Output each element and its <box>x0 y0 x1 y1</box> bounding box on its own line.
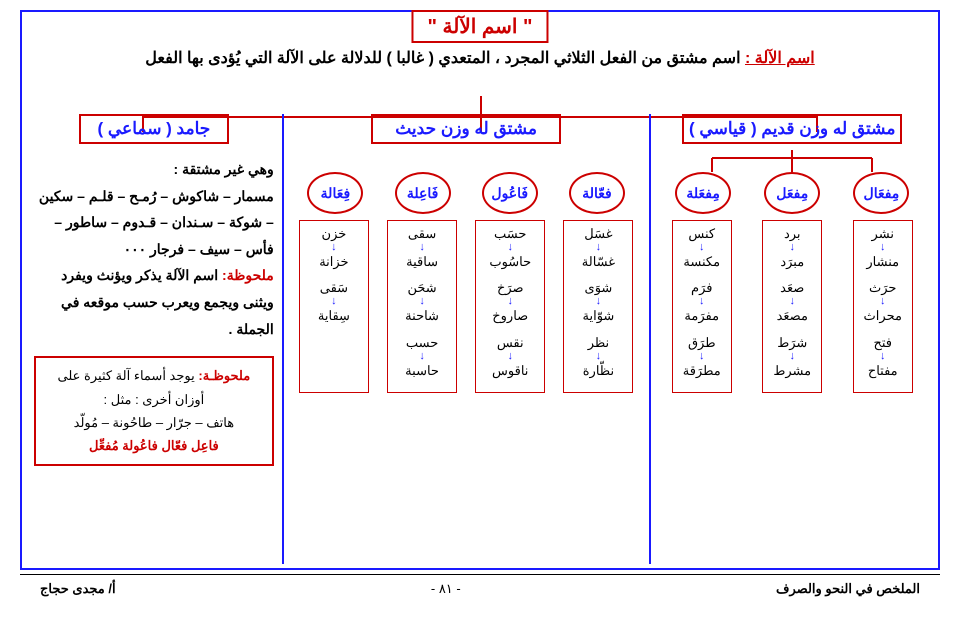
word-pair: شرَط↓مشرط <box>765 334 819 380</box>
tables-right: نشر↓منشار حرَث↓محراث فتح↓مفتاح برد↓مبرَد صع… <box>659 220 927 393</box>
tables-mid: غسَل↓غسّالة شوَى↓شوّاية نظر↓نظّارة حسَب↓حا… <box>292 220 641 393</box>
main-title: " اسم الآلة " <box>411 10 548 43</box>
cat-box-jamid: جامد ( سماعي ) <box>79 114 229 144</box>
word-pair: برد↓مبرَد <box>765 225 819 271</box>
jamid-note: ملحوظة: اسم الآلة يذكر ويؤنث ويفرد ويثنى… <box>34 262 274 342</box>
col-qadim: مشتق له وزن قديم ( قياسي ) مِفعَال مِفعَ… <box>649 114 927 564</box>
word-pair: خزن↓خزانة <box>302 225 366 271</box>
definition-text: اسم مشتق من الفعل الثلاثي المجرد ، المتع… <box>145 50 740 67</box>
tcol-m2: سقى↓ساقية شحَن↓شاحنة حسب↓حاسبة <box>387 220 457 393</box>
tcol-r2: كنس↓مكنسة فرَم↓مفرَمة طرَق↓مطرَقة <box>672 220 732 393</box>
word-pair: حسب↓حاسبة <box>390 334 454 380</box>
word-pair: طرَق↓مطرَقة <box>675 334 729 380</box>
footer-author: أ/ مجدى حجاج <box>40 581 116 597</box>
tcol-m1: حسَب↓حاسُوب صرَخ↓صاروخ نقس↓ناقوس <box>475 220 545 393</box>
col-jamid: جامد ( سماعي ) وهي غير مشتقة : مسمار – ش… <box>34 114 282 564</box>
patterns-right: مِفعَال مِفعَل مِفعَلة <box>659 172 927 214</box>
jamid-list: مسمار – شاكوش – رُمـح – قلـم – سكين – شو… <box>34 183 274 263</box>
word-pair: فرَم↓مفرَمة <box>675 279 729 325</box>
word-pair: حسَب↓حاسُوب <box>478 225 542 271</box>
jamid-intro: وهي غير مشتقة : <box>34 156 274 183</box>
extra-note-patterns: فاعِل فعّال فاعُولة مُفعِّل <box>89 438 219 453</box>
extra-note-box: ملحوظـة: يوجد أسماء آلة كثيرة على أوزان … <box>34 356 274 466</box>
diagram-frame: " اسم الآلة " اسم الآلة : اسم مشتق من ال… <box>20 10 940 570</box>
extra-note-text1: يوجد أسماء آلة كثيرة على أوزان أخرى : مث… <box>58 368 205 406</box>
word-pair: شوَى↓شوّاية <box>566 279 630 325</box>
columns-wrap: مشتق له وزن قديم ( قياسي ) مِفعَال مِفعَ… <box>34 114 926 564</box>
connector-stem <box>480 96 482 116</box>
cat-box-hadith: مشتق له وزن حديث <box>371 114 561 144</box>
extra-note-text2: هاتف – جرّار – طاحُونة – مُولّد <box>74 415 234 430</box>
definition-label: اسم الآلة : <box>745 50 815 67</box>
pattern-faala: فعّالة <box>569 172 625 214</box>
word-pair: نشر↓منشار <box>856 225 910 271</box>
footer-book: الملخص في النحو والصرف <box>776 581 920 597</box>
tcol-m0: غسَل↓غسّالة شوَى↓شوّاية نظر↓نظّارة <box>563 220 633 393</box>
pattern-fiala: فِعَالة <box>307 172 363 214</box>
tcol-m3: خزن↓خزانة سَقى↓سِقاية <box>299 220 369 393</box>
jamid-note-label: ملحوظة: <box>222 267 274 283</box>
pattern-mifal: مِفعَل <box>764 172 820 214</box>
footer-page: - ٨١ - <box>431 581 461 597</box>
word-pair: شحَن↓شاحنة <box>390 279 454 325</box>
branch-right <box>672 150 912 172</box>
word-pair: صعَد↓مصعَد <box>765 279 819 325</box>
tcol-r1: برد↓مبرَد صعَد↓مصعَد شرَط↓مشرط <box>762 220 822 393</box>
definition-line: اسم الآلة : اسم مشتق من الفعل الثلاثي ال… <box>34 48 926 68</box>
pattern-faila: فَاعِلة <box>395 172 451 214</box>
patterns-mid: فعّالة فَاعُول فَاعِلة فِعَالة <box>292 172 641 214</box>
pattern-mifaal: مِفعَال <box>853 172 909 214</box>
page-footer: الملخص في النحو والصرف - ٨١ - أ/ مجدى حج… <box>20 574 940 597</box>
pattern-mifala: مِفعَلة <box>675 172 731 214</box>
word-pair: نقس↓ناقوس <box>478 334 542 380</box>
extra-note-label: ملحوظـة: <box>198 368 250 383</box>
word-pair: حرَث↓محراث <box>856 279 910 325</box>
word-pair: سَقى↓سِقاية <box>302 279 366 325</box>
word-pair: كنس↓مكنسة <box>675 225 729 271</box>
word-pair: غسَل↓غسّالة <box>566 225 630 271</box>
jamid-text: وهي غير مشتقة : مسمار – شاكوش – رُمـح – … <box>34 150 274 342</box>
word-pair: صرَخ↓صاروخ <box>478 279 542 325</box>
word-pair: فتح↓مفتاح <box>856 334 910 380</box>
col-hadith: مشتق له وزن حديث فعّالة فَاعُول فَاعِلة … <box>282 114 649 564</box>
tcol-r0: نشر↓منشار حرَث↓محراث فتح↓مفتاح <box>853 220 913 393</box>
word-pair: نظر↓نظّارة <box>566 334 630 380</box>
cat-box-qadim: مشتق له وزن قديم ( قياسي ) <box>682 114 902 144</box>
word-pair: سقى↓ساقية <box>390 225 454 271</box>
pattern-faul: فَاعُول <box>482 172 538 214</box>
